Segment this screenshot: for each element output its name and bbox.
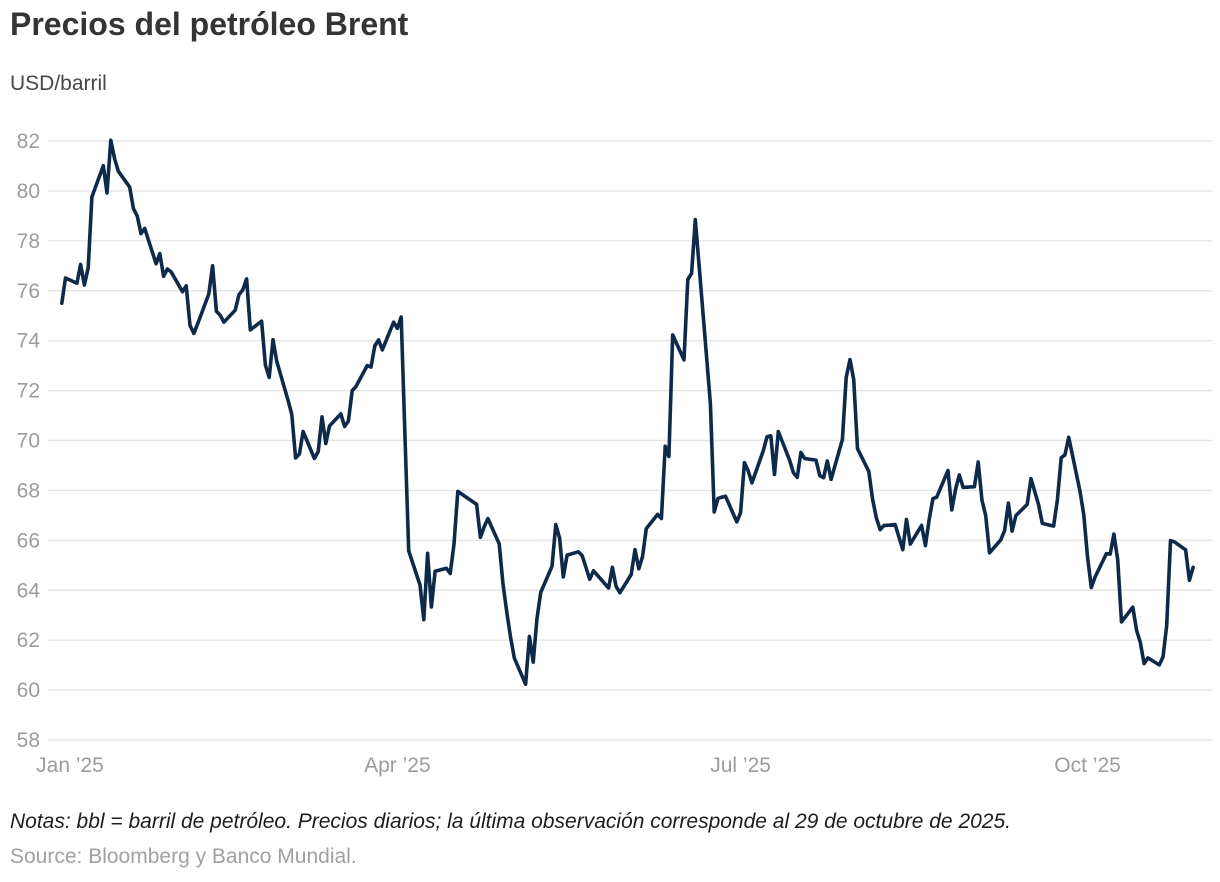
y-axis-tick-label: 80 (17, 180, 40, 203)
x-axis-tick-label: Jan ’25 (36, 754, 104, 777)
y-axis-tick-label: 82 (17, 130, 40, 153)
y-axis-tick-label: 70 (17, 430, 40, 453)
y-axis-tick-label: 78 (17, 230, 40, 253)
x-axis-tick-label: Apr ’25 (364, 754, 431, 777)
y-axis-tick-label: 60 (17, 679, 40, 702)
page-title: Precios del petróleo Brent (10, 6, 409, 42)
y-axis-unit-label: USD/barril (10, 72, 107, 95)
y-axis-tick-label: 72 (17, 380, 40, 403)
y-axis-tick-label: 68 (17, 479, 40, 502)
chart-source: Source: Bloomberg y Banco Mundial. (10, 845, 357, 868)
y-axis-tick-label: 76 (17, 280, 40, 303)
y-axis-tick-label: 58 (17, 729, 40, 752)
x-axis-tick-label: Jul ’25 (710, 754, 771, 777)
y-axis-tick-label: 64 (17, 579, 41, 602)
price-line (60, 138, 1195, 687)
x-axis-tick-label: Oct ’25 (1054, 754, 1121, 777)
y-axis-tick-label: 74 (17, 330, 41, 353)
y-axis-tick-label: 62 (17, 629, 40, 652)
chart-notes: Notas: bbl = barril de petróleo. Precios… (10, 810, 1011, 833)
y-axis-tick-label: 66 (17, 529, 40, 552)
